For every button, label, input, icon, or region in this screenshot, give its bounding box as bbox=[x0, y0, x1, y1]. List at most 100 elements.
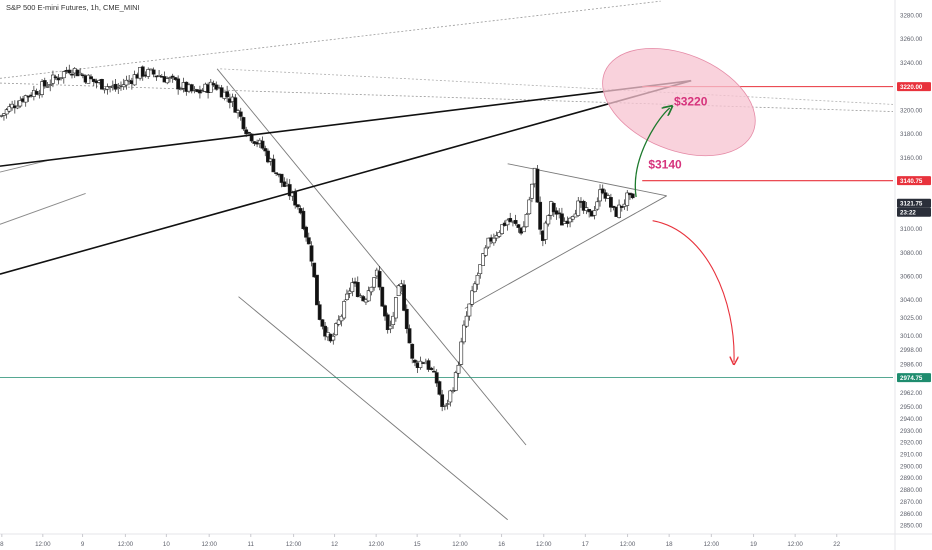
candle-body bbox=[241, 117, 246, 130]
candle bbox=[467, 303, 472, 321]
candle bbox=[611, 205, 616, 211]
candle-body bbox=[86, 74, 91, 84]
y-tick-label: 3100.00 bbox=[900, 226, 923, 233]
candle-body bbox=[581, 200, 586, 211]
candle-body bbox=[619, 205, 624, 208]
candle-body bbox=[249, 133, 254, 142]
candle-body bbox=[70, 73, 74, 76]
candle-body bbox=[189, 84, 194, 92]
annotation-layer: $3220 $3140 bbox=[648, 95, 707, 172]
candle-body bbox=[377, 271, 382, 288]
candle-body bbox=[625, 192, 630, 206]
countdown-badge: 23:22 bbox=[900, 209, 916, 216]
candle-body bbox=[478, 264, 483, 275]
candle bbox=[404, 304, 409, 334]
candle-body bbox=[560, 213, 564, 226]
candle bbox=[0, 114, 4, 118]
candle bbox=[296, 204, 300, 210]
candle bbox=[551, 201, 556, 217]
candle-body bbox=[483, 247, 488, 256]
candle bbox=[247, 131, 251, 135]
last-price-badge: 3121.75 bbox=[900, 200, 923, 207]
candle bbox=[478, 264, 483, 279]
candle bbox=[617, 199, 621, 219]
candle bbox=[598, 184, 602, 207]
y-tick-label: 2962.00 bbox=[900, 390, 923, 397]
candle bbox=[70, 69, 74, 79]
candle bbox=[402, 280, 406, 312]
candle bbox=[377, 265, 382, 291]
candle-body bbox=[45, 86, 50, 88]
candle bbox=[336, 315, 341, 327]
candle-body bbox=[516, 224, 521, 228]
candle bbox=[625, 190, 630, 211]
black-trendline bbox=[0, 79, 692, 167]
candle-body bbox=[176, 78, 181, 90]
candle bbox=[2, 113, 6, 121]
candle bbox=[100, 78, 104, 90]
candle bbox=[355, 276, 360, 298]
candle-body bbox=[630, 193, 635, 199]
candle bbox=[609, 193, 613, 213]
dotted-trendline bbox=[220, 68, 894, 105]
candle bbox=[426, 358, 431, 372]
candle bbox=[146, 67, 151, 79]
candle bbox=[42, 77, 47, 89]
candle bbox=[266, 148, 270, 164]
candle bbox=[570, 215, 575, 223]
candle-body bbox=[486, 237, 491, 248]
candle bbox=[53, 74, 58, 80]
candle bbox=[304, 225, 308, 242]
x-tick-label: 10 bbox=[163, 541, 170, 548]
time-axis[interactable]: 8 12:00 9 12:00 10 12:00 11 12:00 12 12:00 15 12:00… bbox=[0, 534, 841, 548]
candle bbox=[263, 145, 268, 157]
y-tick-label: 3260.00 bbox=[900, 36, 923, 43]
level-badge: 2974.75 bbox=[900, 375, 923, 382]
candle bbox=[51, 70, 55, 88]
candle bbox=[372, 277, 377, 291]
candle-body bbox=[105, 86, 110, 90]
candle bbox=[505, 218, 510, 231]
short-trendline bbox=[0, 159, 50, 173]
candle bbox=[524, 212, 529, 228]
candle-body bbox=[383, 305, 387, 317]
candle bbox=[315, 274, 319, 306]
candle bbox=[208, 79, 213, 93]
candle-body bbox=[554, 210, 559, 215]
candle bbox=[486, 237, 491, 249]
candle bbox=[527, 196, 532, 215]
candle bbox=[238, 107, 243, 121]
candle bbox=[560, 207, 564, 226]
candle-body bbox=[298, 208, 303, 214]
candle-body bbox=[462, 324, 466, 343]
candle bbox=[606, 193, 611, 199]
candle bbox=[497, 230, 502, 238]
price-axis[interactable]: 3280.00 3260.00 3240.00 3220.00 3200.00 3180.… bbox=[900, 12, 923, 529]
candle-body bbox=[336, 319, 341, 325]
candle-body bbox=[521, 226, 526, 233]
candle bbox=[344, 289, 349, 301]
candle bbox=[151, 67, 156, 78]
candle-body bbox=[260, 140, 265, 149]
candle bbox=[587, 208, 592, 218]
candle bbox=[366, 286, 371, 302]
candle-body bbox=[404, 308, 409, 329]
candle bbox=[301, 207, 306, 231]
candle bbox=[538, 196, 543, 235]
x-tick-label: 12:00 bbox=[704, 541, 720, 548]
candle bbox=[244, 126, 249, 138]
candle-body bbox=[7, 106, 12, 112]
candle-body bbox=[472, 283, 477, 292]
candle-body bbox=[527, 199, 532, 215]
candle-body bbox=[538, 201, 543, 230]
candle bbox=[124, 75, 129, 90]
candle bbox=[568, 216, 572, 228]
candle-body bbox=[178, 88, 183, 91]
candle-body bbox=[266, 150, 270, 163]
countdown-badge-bg bbox=[897, 207, 931, 217]
candle-body bbox=[380, 286, 385, 307]
x-tick-label: 12:00 bbox=[35, 541, 51, 548]
candle bbox=[312, 262, 317, 278]
x-tick-label: 22 bbox=[833, 541, 840, 548]
